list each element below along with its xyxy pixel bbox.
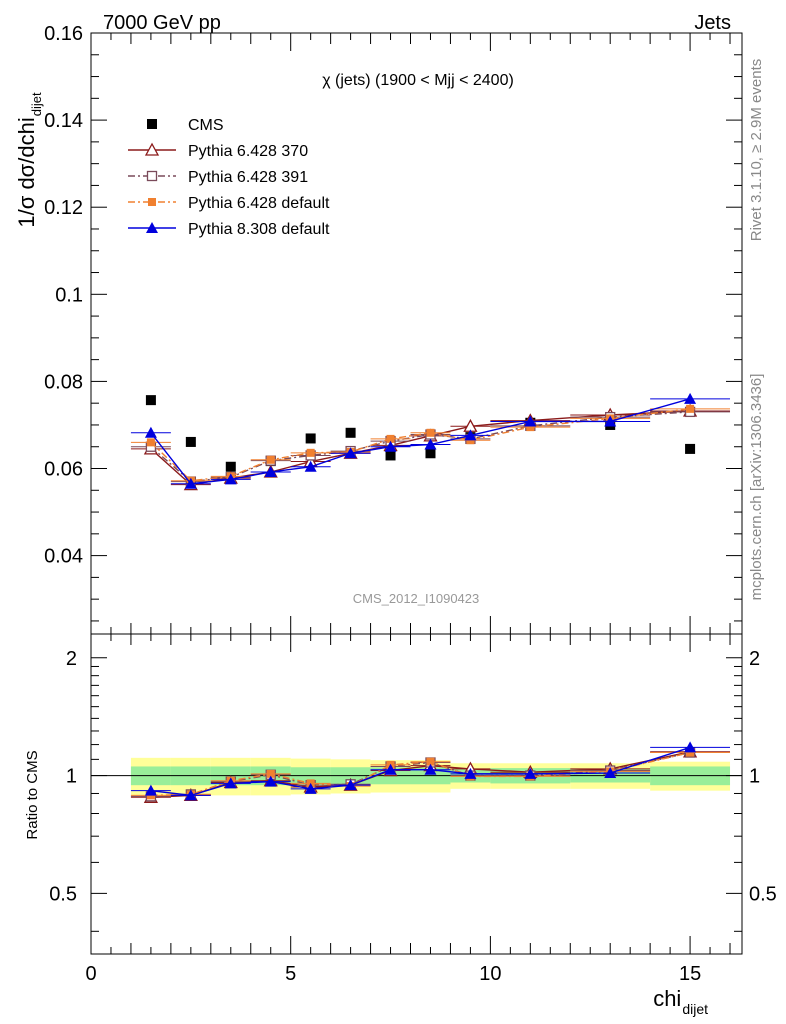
legend-marker-cms xyxy=(147,119,157,129)
y-tick-label: 0.04 xyxy=(44,546,83,568)
ratio-y-axis-label: Ratio to CMS xyxy=(24,750,41,839)
ratio-y-tick-label-right: 0.5 xyxy=(749,883,777,905)
data-point-cms xyxy=(225,461,236,472)
legend-marker-pythia-6-428-default xyxy=(148,198,156,206)
data-point-cms xyxy=(385,450,396,461)
ratio-y-tick-label-right: 2 xyxy=(749,648,760,670)
data-point-cms xyxy=(145,395,156,406)
mcplots-source-label: mcplots.cern.ch [arXiv:1306.3436] xyxy=(748,374,765,601)
data-point-pythia-8-308-default xyxy=(224,473,237,485)
legend-label-pythia-6-428-391: Pythia 6.428 391 xyxy=(188,169,308,186)
x-axis-label-main: chi xyxy=(653,986,681,1011)
data-point-pythia-8-308-default xyxy=(684,392,697,404)
legend: CMS Pythia 6.428 370 Pythia 6.428 391 Pythi… xyxy=(128,117,330,238)
data-point-pythia-8-308-default xyxy=(464,429,477,441)
ratio-point-pythia-8-308-default xyxy=(224,777,237,789)
data-point-pythia-8-308-default xyxy=(264,465,277,477)
data-point-pythia-8-308-default xyxy=(184,477,197,489)
ratio-point-pythia-6-428-default xyxy=(266,769,275,778)
header-left: 7000 GeV pp xyxy=(103,12,221,34)
ratio-y-tick-label-left: 1 xyxy=(66,766,77,788)
ratio-panel-ticks xyxy=(90,634,742,954)
data-point-pythia-8-308-default xyxy=(384,440,397,452)
ratio-point-pythia-8-308-default xyxy=(384,763,397,775)
ratio-y-tick-labels: 0.5 0.5 1 1 2 2 xyxy=(49,648,777,906)
data-point-cms xyxy=(305,433,316,444)
ratio-point-pythia-8-308-default xyxy=(524,767,537,779)
data-point-pythia-6-428-default xyxy=(526,423,535,432)
y-axis-label-sub: dijet xyxy=(29,92,44,116)
data-point-pythia-6-428-default xyxy=(686,404,695,413)
data-point-cms xyxy=(185,436,196,447)
main-y-tick-labels: 0.04 0.06 0.08 0.1 0.12 0.14 0.16 xyxy=(44,23,83,568)
data-point-pythia-8-308-default xyxy=(424,438,437,450)
ratio-y-tick-label-left: 2 xyxy=(66,648,77,670)
legend-marker-pythia-6-428-370 xyxy=(144,142,160,156)
y-tick-label: 0.1 xyxy=(55,284,83,306)
main-series xyxy=(130,392,731,491)
data-point-cms xyxy=(345,427,356,438)
ratio-series xyxy=(130,741,731,803)
data-point-pythia-8-308-default xyxy=(304,460,317,472)
data-point-pythia-8-308-default xyxy=(604,415,617,427)
ratio-point-pythia-8-308-default xyxy=(424,763,437,775)
chart-title: χ (jets) (1900 < Mjj < 2400) xyxy=(322,72,514,89)
ratio-point-pythia-8-308-default xyxy=(464,767,477,779)
legend-label-pythia-6-428-370: Pythia 6.428 370 xyxy=(188,143,308,160)
data-point-pythia-6-428-default xyxy=(266,455,275,464)
ratio-point-pythia-6-428-default xyxy=(686,748,695,757)
data-point-pythia-6-428-default xyxy=(306,448,315,457)
ratio-point-pythia-8-308-default xyxy=(344,779,357,791)
x-tick-labels: 0 5 10 15 xyxy=(85,963,701,985)
x-axis-label-sub: dijet xyxy=(682,1001,708,1017)
data-point-pythia-8-308-default xyxy=(524,415,537,427)
ratio-panel: 0.5 0.5 1 1 2 2 Ratio to CMS xyxy=(24,633,777,955)
ratio-point-pythia-8-308-default xyxy=(604,767,617,779)
ratio-point-pythia-8-308-default xyxy=(144,784,157,796)
series-line-pythia-6-428-391 xyxy=(150,411,691,483)
ratio-y-tick-label-left: 0.5 xyxy=(49,883,77,905)
series-line-pythia-6-428-default xyxy=(150,408,691,482)
y-axis-label-main: 1/σ dσ/dchi xyxy=(14,117,39,227)
x-tick-label: 5 xyxy=(285,963,296,985)
ratio-point-pythia-8-308-default xyxy=(684,741,697,753)
ratio-point-pythia-8-308-default xyxy=(264,775,277,787)
data-point-pythia-6-428-default xyxy=(146,438,155,447)
ratio-point-pythia-6-428-default xyxy=(426,757,435,766)
y-tick-label: 0.06 xyxy=(44,459,83,481)
data-point-pythia-8-308-default xyxy=(344,447,357,459)
ratio-point-pythia-8-308-default xyxy=(304,782,317,794)
watermark-analysis-id: CMS_2012_I1090423 xyxy=(353,591,480,606)
y-tick-label: 0.08 xyxy=(44,371,83,393)
data-point-cms xyxy=(425,448,436,459)
y-tick-label: 0.14 xyxy=(44,110,83,132)
data-point-pythia-6-428-default xyxy=(386,434,395,443)
ratio-panel-frame xyxy=(90,633,743,955)
legend-marker-pythia-6-428-391 xyxy=(146,170,158,182)
y-tick-label: 0.12 xyxy=(44,197,83,219)
main-panel: 0.04 0.06 0.08 0.1 0.12 0.14 0.16 χ (jets) (19… xyxy=(44,23,743,635)
legend-marker-pythia-8-308-default xyxy=(146,222,158,233)
y-tick-label: 0.16 xyxy=(44,23,83,45)
x-tick-label: 0 xyxy=(85,963,96,985)
rivet-version-label: Rivet 3.1.10, ≥ 2.9M events xyxy=(748,59,765,242)
x-tick-label: 10 xyxy=(479,963,501,985)
legend-label-pythia-8-308-default: Pythia 8.308 default xyxy=(188,221,330,238)
ratio-y-tick-label-right: 1 xyxy=(749,766,760,788)
data-point-pythia-6-428-default xyxy=(426,428,435,437)
ratio-point-pythia-8-308-default xyxy=(184,789,197,801)
y-axis-label: 1/σ dσ/dchidijet xyxy=(14,92,44,228)
data-point-pythia-8-308-default xyxy=(144,426,157,438)
legend-label-pythia-6-428-default: Pythia 6.428 default xyxy=(188,195,330,212)
x-axis-label: chidijet xyxy=(653,986,708,1017)
data-point-cms xyxy=(685,443,696,454)
header-right: Jets xyxy=(694,12,731,34)
x-tick-label: 15 xyxy=(679,963,701,985)
legend-label-cms: CMS xyxy=(188,117,224,134)
